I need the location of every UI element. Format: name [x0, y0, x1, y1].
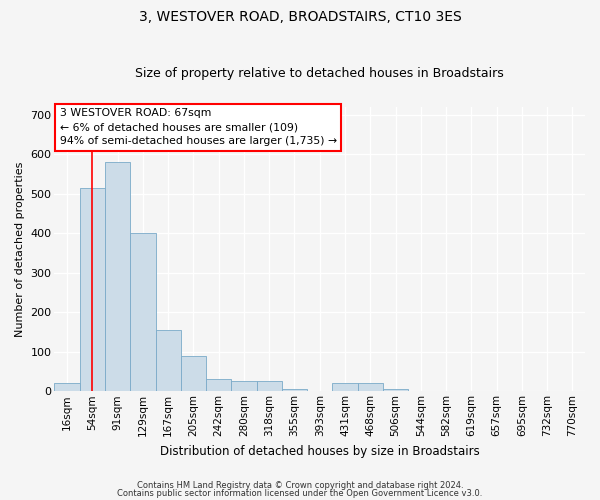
Bar [105, 162, 130, 392]
Bar [55, 384, 80, 392]
Bar [383, 390, 408, 392]
Y-axis label: Number of detached properties: Number of detached properties [15, 162, 25, 337]
Bar [257, 382, 282, 392]
Bar [232, 382, 257, 392]
Title: Size of property relative to detached houses in Broadstairs: Size of property relative to detached ho… [136, 66, 504, 80]
Bar [181, 356, 206, 392]
Text: 3 WESTOVER ROAD: 67sqm
← 6% of detached houses are smaller (109)
94% of semi-det: 3 WESTOVER ROAD: 67sqm ← 6% of detached … [60, 108, 337, 146]
Bar [358, 384, 383, 392]
Bar [130, 234, 155, 392]
Text: Contains HM Land Registry data © Crown copyright and database right 2024.: Contains HM Land Registry data © Crown c… [137, 481, 463, 490]
Bar [155, 330, 181, 392]
X-axis label: Distribution of detached houses by size in Broadstairs: Distribution of detached houses by size … [160, 444, 479, 458]
Bar [206, 380, 232, 392]
Bar [282, 390, 307, 392]
Text: 3, WESTOVER ROAD, BROADSTAIRS, CT10 3ES: 3, WESTOVER ROAD, BROADSTAIRS, CT10 3ES [139, 10, 461, 24]
Bar [80, 188, 105, 392]
Text: Contains public sector information licensed under the Open Government Licence v3: Contains public sector information licen… [118, 488, 482, 498]
Bar [332, 384, 358, 392]
